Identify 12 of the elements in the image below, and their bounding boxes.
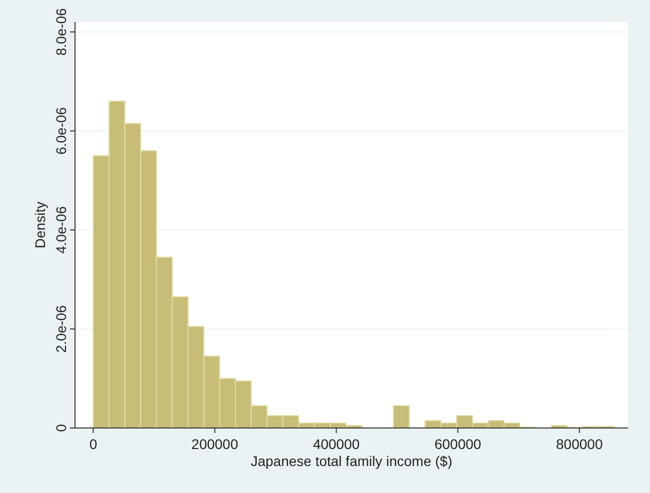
y-axis-title: Density — [32, 202, 48, 248]
x-axis-title: Japanese total family income ($) — [250, 453, 452, 469]
x-tick-label: 400000 — [312, 436, 360, 452]
y-tick-label: 6.0e-06 — [53, 106, 69, 155]
x-tick-label: 600000 — [434, 436, 482, 452]
y-tick-label: 2.0e-06 — [53, 305, 69, 353]
x-tick-label: 200000 — [191, 436, 238, 452]
y-tick-label: 0 — [53, 424, 69, 432]
y-tick-label: 8.0e-06 — [53, 8, 69, 56]
y-tick-label: 4.0e-06 — [53, 206, 69, 254]
x-tick-label: 800000 — [556, 436, 603, 452]
x-tick-label: 0 — [89, 436, 98, 452]
